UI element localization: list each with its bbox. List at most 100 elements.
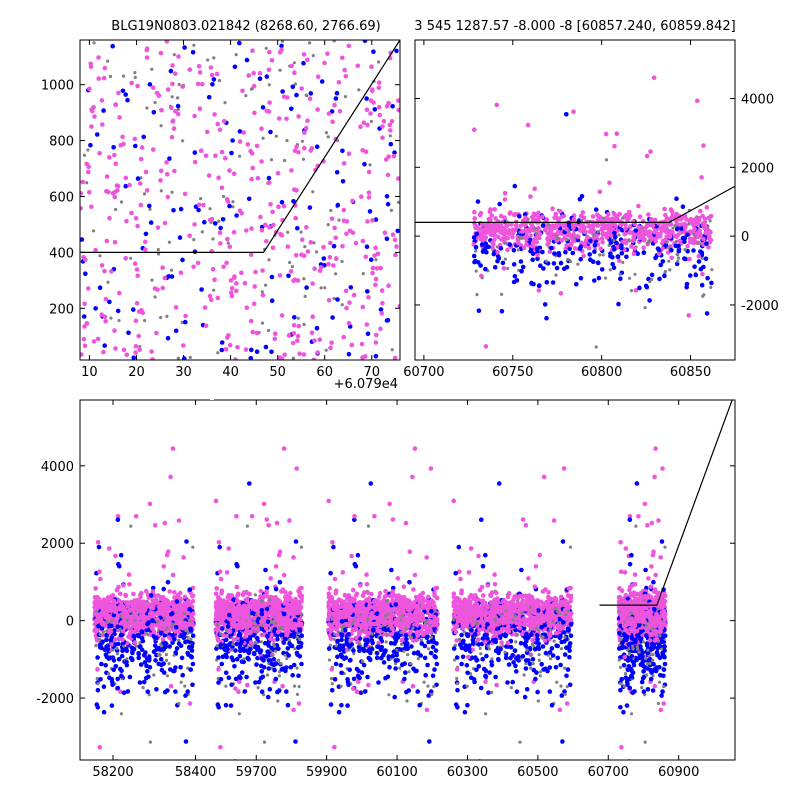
data-point (209, 72, 215, 78)
data-point (330, 119, 335, 124)
data-point (272, 336, 278, 342)
data-point (80, 237, 85, 242)
data-point (218, 744, 223, 750)
data-point (268, 202, 273, 207)
data-point (289, 622, 295, 627)
data-point (277, 674, 281, 678)
data-point (177, 638, 181, 642)
data-point (503, 241, 507, 245)
data-point (127, 582, 132, 587)
data-point (312, 241, 316, 245)
data-point (373, 282, 378, 288)
data-point (282, 352, 288, 358)
data-point (289, 632, 294, 638)
data-point (512, 273, 518, 279)
data-point (708, 219, 712, 223)
data-point (331, 263, 336, 268)
data-point (234, 584, 240, 590)
data-point (111, 145, 116, 150)
data-point (121, 347, 127, 353)
data-point (290, 672, 296, 678)
data-point (680, 204, 686, 209)
data-point (190, 661, 196, 667)
data-point (150, 605, 156, 611)
data-point (195, 81, 201, 87)
data-point (178, 206, 184, 212)
data-point (636, 203, 641, 209)
data-point (167, 635, 172, 640)
data-point (337, 109, 343, 114)
data-point (642, 227, 648, 233)
data-point (113, 642, 118, 647)
data-point (113, 553, 118, 559)
panel-zoom-left: BLG19N0803.021842 (8268.60, 2766.69) 10 2… (41, 19, 401, 392)
data-point (588, 257, 593, 263)
data-point (288, 665, 294, 670)
data-point (388, 134, 392, 138)
data-point (231, 171, 237, 177)
data-point (280, 40, 284, 43)
data-point (119, 632, 125, 638)
data-point (173, 328, 179, 334)
data-point (119, 614, 123, 618)
data-point (135, 223, 140, 229)
data-point (277, 606, 282, 611)
data-point (170, 572, 176, 578)
data-point (364, 244, 370, 249)
data-point (362, 40, 368, 43)
data-point (295, 666, 299, 670)
data-point (350, 587, 356, 593)
data-point (608, 253, 613, 259)
data-point (472, 216, 478, 221)
data-point (80, 191, 84, 196)
data-point (223, 156, 228, 161)
data-point (566, 257, 570, 261)
data-point (213, 498, 219, 504)
data-point (292, 61, 296, 65)
data-point (534, 231, 538, 236)
data-point (598, 253, 602, 257)
data-point (86, 286, 91, 291)
data-point (220, 766, 225, 771)
data-point (115, 676, 120, 682)
data-point (653, 239, 658, 244)
data-point (281, 640, 287, 645)
data-point (347, 300, 352, 305)
data-point (536, 283, 542, 289)
data-point (379, 311, 385, 316)
data-point (186, 635, 190, 639)
data-point (92, 41, 96, 45)
data-point (159, 189, 163, 193)
data-point (301, 52, 307, 57)
data-point (623, 238, 628, 243)
data-point (132, 261, 138, 266)
data-point (267, 258, 271, 262)
data-point (380, 300, 385, 306)
data-point (382, 230, 388, 235)
y-tick-label: -2000 (741, 299, 779, 314)
data-point (280, 627, 284, 631)
data-point (133, 618, 137, 622)
data-point (289, 106, 294, 112)
data-point (478, 233, 483, 239)
data-point (547, 223, 551, 227)
data-point (270, 653, 274, 657)
data-point (245, 629, 251, 635)
data-point (379, 288, 385, 293)
data-point (107, 627, 113, 633)
data-point (315, 107, 320, 112)
data-point (699, 250, 705, 255)
data-point (685, 243, 690, 249)
data-point (617, 211, 622, 217)
data-point (165, 626, 169, 630)
data-point (170, 268, 174, 272)
data-point (222, 601, 228, 606)
data-point (201, 202, 206, 208)
data-point (222, 605, 227, 611)
data-point (198, 148, 204, 153)
data-point (644, 224, 649, 230)
data-point (80, 206, 83, 211)
data-point (264, 46, 268, 50)
data-point (232, 664, 237, 669)
data-point (245, 682, 250, 688)
